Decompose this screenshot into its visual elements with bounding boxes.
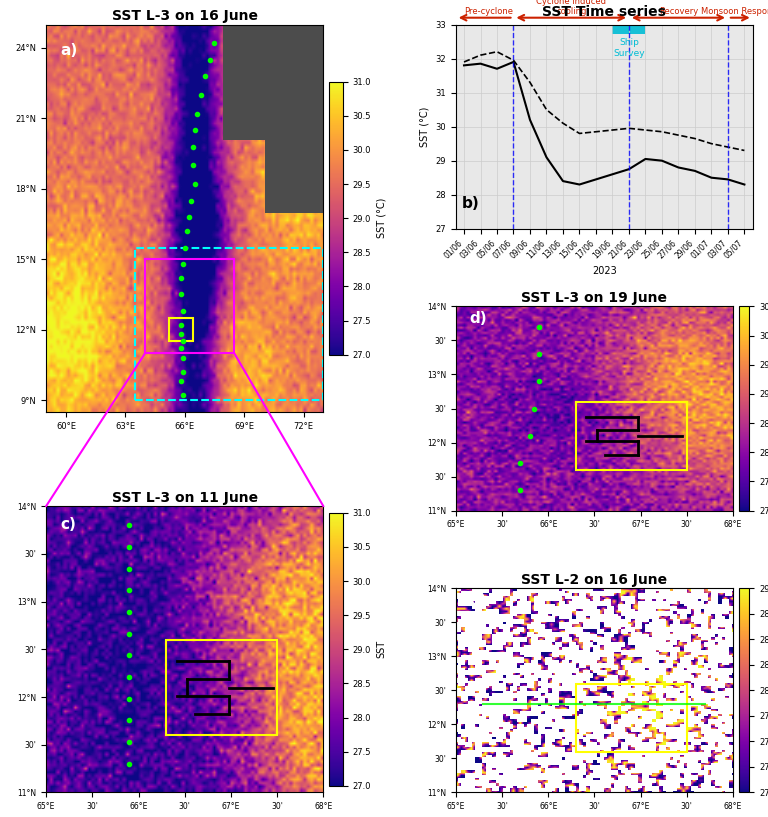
Bar [612,25,645,34]
Text: a): a) [60,43,78,59]
Text: b): b) [462,196,479,212]
Title: SST L-3 on 16 June: SST L-3 on 16 June [111,9,258,24]
Bar [145,259,234,353]
Bar [166,640,277,735]
Title: SST L-3 on 19 June: SST L-3 on 19 June [521,291,667,306]
X-axis label: 2023: 2023 [592,266,617,276]
Y-axis label: SST (°C): SST (°C) [420,106,430,147]
Title: SST Time series: SST Time series [542,5,666,19]
Y-axis label: SST: SST [377,641,387,659]
Bar [576,402,687,470]
Text: Cyclone induced
cooling: Cyclone induced cooling [536,0,606,16]
Bar [576,684,687,752]
Text: d): d) [469,310,487,326]
Bar [169,318,193,342]
Y-axis label: SST (°C): SST (°C) [377,198,387,239]
Text: e): e) [469,592,487,608]
Bar [135,248,323,400]
Text: Ship
Survey: Ship Survey [613,38,645,57]
Text: Recovery: Recovery [659,7,698,16]
Text: c): c) [60,517,76,532]
Text: Pre-cyclone: Pre-cyclone [464,7,513,16]
Text: Monsoon Response: Monsoon Response [700,7,768,16]
Title: SST L-2 on 16 June: SST L-2 on 16 June [521,573,667,587]
Title: SST L-3 on 11 June: SST L-3 on 11 June [111,491,258,505]
